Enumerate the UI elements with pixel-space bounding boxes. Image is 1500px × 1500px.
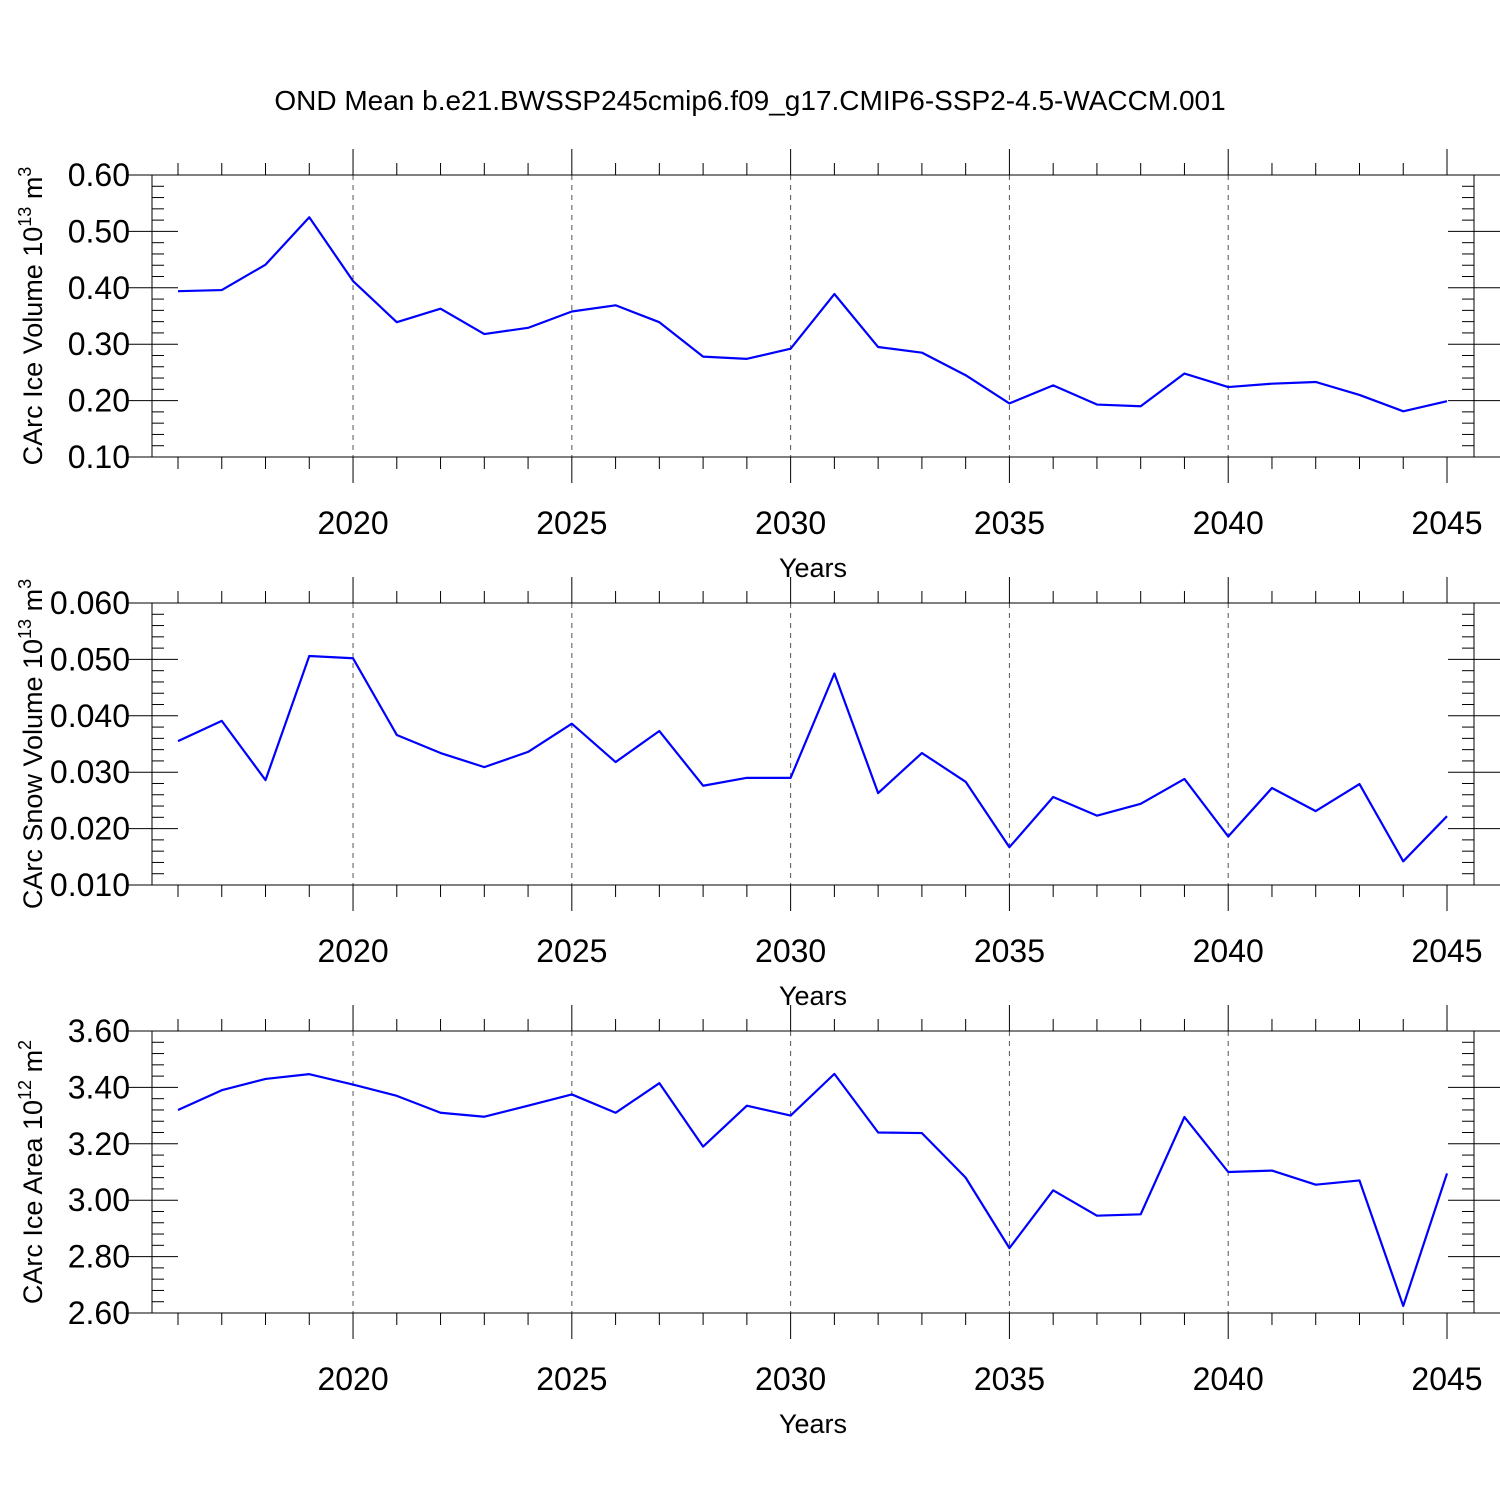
figure-title: OND Mean b.e21.BWSSP245cmip6.f09_g17.CMI… <box>274 85 1225 116</box>
y-tick-label: 0.50 <box>68 213 130 249</box>
series-line-1 <box>177 216 1448 413</box>
y-tick-label: 0.20 <box>68 383 130 419</box>
x-axis-label: Years <box>779 981 847 1011</box>
x-tick-label: 2045 <box>1411 505 1482 541</box>
x-tick-label: 2020 <box>317 933 388 969</box>
series-line-1 <box>177 654 1448 863</box>
y-tick-label: 0.10 <box>68 439 130 475</box>
chart-panel-2: 0.010 0.020 0.030 0.040 0.050 0.060 2020 2025 20… <box>15 577 1500 1011</box>
plot-frame <box>151 1030 1475 1314</box>
y-tick-label: 3.40 <box>68 1069 130 1105</box>
plot-frame <box>151 602 1475 886</box>
y-tick-label: 0.020 <box>50 811 130 847</box>
x-axis-label: Years <box>779 553 847 583</box>
x-axis-label: Years <box>779 1409 847 1439</box>
plot-frame <box>151 174 1475 458</box>
x-tick-label: 2045 <box>1411 933 1482 969</box>
y-axis-label: CArc Ice Area 1012 m2 <box>15 1040 48 1304</box>
x-tick-label: 2040 <box>1193 1361 1264 1397</box>
x-tick-label: 2040 <box>1193 505 1264 541</box>
x-tick-label: 2025 <box>536 1361 607 1397</box>
x-tick-label: 2030 <box>755 1361 826 1397</box>
y-tick-label: 2.80 <box>68 1239 130 1275</box>
x-tick-label: 2045 <box>1411 1361 1482 1397</box>
y-tick-label: 0.40 <box>68 270 130 306</box>
y-tick-label: 0.60 <box>68 157 130 193</box>
x-tick-label: 2025 <box>536 505 607 541</box>
y-tick-label: 0.050 <box>50 641 130 677</box>
y-tick-label: 0.30 <box>68 326 130 362</box>
x-tick-label: 2030 <box>755 933 826 969</box>
x-tick-label: 2025 <box>536 933 607 969</box>
y-tick-label: 0.010 <box>50 867 130 903</box>
y-tick-label: 3.60 <box>68 1013 130 1049</box>
x-tick-label: 2035 <box>974 1361 1045 1397</box>
y-tick-label: 0.040 <box>50 698 130 734</box>
x-tick-label: 2035 <box>974 933 1045 969</box>
y-tick-label: 3.00 <box>68 1182 130 1218</box>
x-tick-label: 2030 <box>755 505 826 541</box>
series-line-1 <box>177 1072 1449 1308</box>
y-axis-label: CArc Ice Volume 1013 m3 <box>15 167 48 466</box>
chart-panel-1: 0.10 0.20 0.30 0.40 0.50 0.60 2020 2025 2030 2035… <box>15 149 1500 583</box>
y-tick-label: 2.60 <box>68 1295 130 1331</box>
x-tick-label: 2020 <box>317 1361 388 1397</box>
x-tick-label: 2040 <box>1193 933 1264 969</box>
chart-panel-3: 2.60 2.80 3.00 3.20 3.40 3.60 2020 2025 2030 2035… <box>15 1005 1500 1439</box>
y-tick-label: 3.20 <box>68 1126 130 1162</box>
y-axis-label: CArc Snow Volume 1013 m3 <box>15 579 48 909</box>
x-tick-label: 2035 <box>974 505 1045 541</box>
y-tick-label: 0.060 <box>50 585 130 621</box>
y-tick-label: 0.030 <box>50 754 130 790</box>
chart-panels: 0.10 0.20 0.30 0.40 0.50 0.60 2020 2025 2030 2035… <box>15 149 1500 1439</box>
x-tick-label: 2020 <box>317 505 388 541</box>
